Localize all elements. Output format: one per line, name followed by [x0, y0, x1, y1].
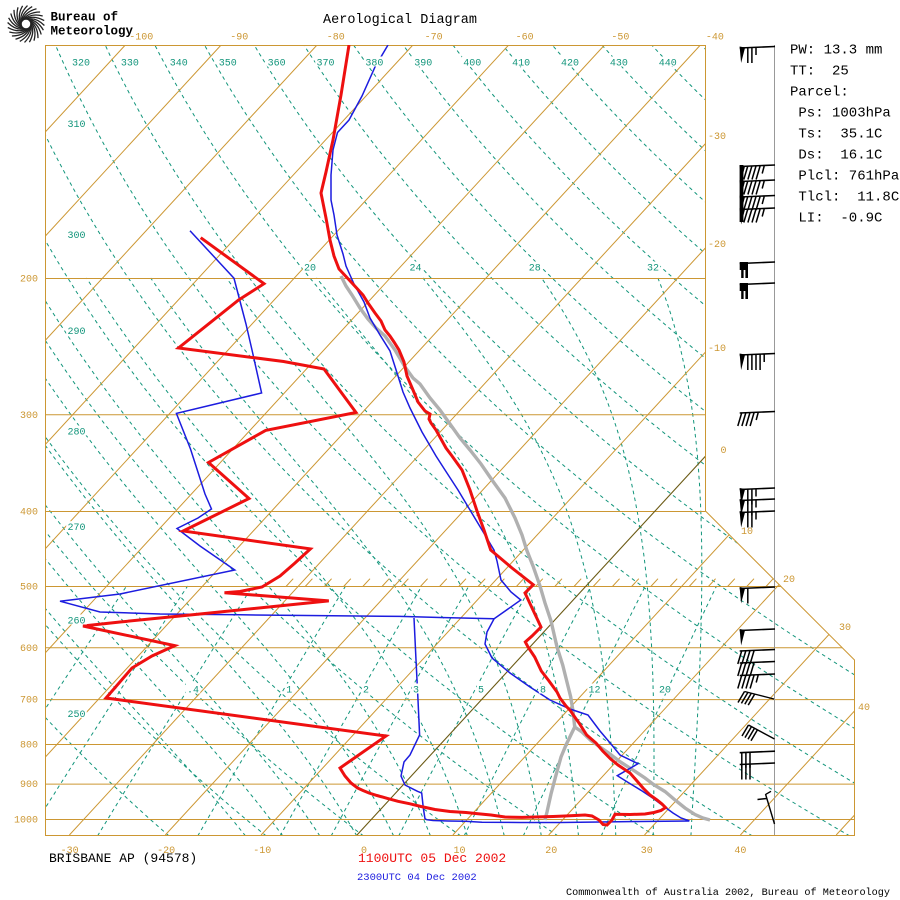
svg-text:1100UTC 05 Dec 2002: 1100UTC 05 Dec 2002 [358, 851, 506, 866]
svg-text:400: 400 [463, 59, 481, 70]
svg-text:600: 600 [20, 644, 38, 655]
svg-text:40: 40 [734, 846, 746, 857]
svg-text:290: 290 [67, 327, 85, 338]
svg-text:-80: -80 [327, 33, 345, 44]
svg-text:12: 12 [588, 686, 600, 697]
svg-text:250: 250 [67, 710, 85, 721]
svg-text:-20: -20 [157, 846, 175, 857]
svg-text:Commonwealth of Australia 2002: Commonwealth of Australia 2002, Bureau o… [566, 887, 890, 899]
svg-text:28: 28 [529, 264, 541, 275]
svg-text:390: 390 [414, 59, 432, 70]
svg-text:-60: -60 [516, 33, 534, 44]
svg-text:900: 900 [20, 780, 38, 791]
svg-text:280: 280 [67, 428, 85, 439]
svg-text:700: 700 [20, 696, 38, 707]
svg-text:1: 1 [286, 686, 292, 697]
svg-text:30: 30 [641, 846, 653, 857]
svg-text:0: 0 [720, 446, 726, 457]
svg-text:20: 20 [783, 575, 795, 586]
svg-text:800: 800 [20, 740, 38, 751]
svg-text:Meteorology: Meteorology [51, 25, 134, 39]
svg-text:8: 8 [540, 686, 546, 697]
svg-text:PW: 13.3 mm: PW: 13.3 mm [790, 43, 882, 59]
svg-text:20: 20 [545, 846, 557, 857]
svg-text:-40: -40 [706, 33, 724, 44]
svg-text:32: 32 [647, 264, 659, 275]
svg-text:Ts: 35.1C: Ts: 35.1C [790, 127, 882, 143]
svg-text:20: 20 [659, 686, 671, 697]
svg-text:10: 10 [453, 846, 465, 857]
svg-text:-100: -100 [129, 33, 153, 44]
svg-text:BRISBANE AP (94578): BRISBANE AP (94578) [49, 851, 197, 866]
svg-text:-30: -30 [708, 132, 726, 143]
svg-text:5: 5 [478, 686, 484, 697]
svg-text:400: 400 [20, 507, 38, 518]
svg-text:370: 370 [316, 59, 334, 70]
svg-text:330: 330 [121, 59, 139, 70]
svg-text:-10: -10 [253, 846, 271, 857]
svg-text:24: 24 [409, 264, 421, 275]
svg-text:2300UTC 04 Dec 2002: 2300UTC 04 Dec 2002 [357, 872, 477, 884]
svg-text:380: 380 [365, 59, 383, 70]
svg-text:1000: 1000 [14, 816, 38, 827]
svg-text:Parcel:: Parcel: [790, 85, 849, 101]
svg-text:Ds: 16.1C: Ds: 16.1C [790, 148, 882, 164]
svg-text:3: 3 [413, 686, 419, 697]
svg-text:Aerological Diagram: Aerological Diagram [323, 13, 477, 28]
svg-text:-20: -20 [708, 240, 726, 251]
svg-text:-90: -90 [230, 33, 248, 44]
svg-text:-10: -10 [708, 344, 726, 355]
svg-text:300: 300 [20, 411, 38, 422]
svg-text:LI: -0.9C: LI: -0.9C [790, 211, 882, 227]
svg-text:350: 350 [219, 59, 237, 70]
svg-text:410: 410 [512, 59, 530, 70]
svg-text:300: 300 [67, 231, 85, 242]
svg-text:10: 10 [741, 527, 753, 538]
svg-text:2: 2 [363, 686, 369, 697]
svg-text:20: 20 [304, 264, 316, 275]
svg-text:40: 40 [858, 703, 870, 714]
svg-text:430: 430 [610, 59, 628, 70]
svg-text:310: 310 [67, 120, 85, 131]
svg-text:0: 0 [361, 846, 367, 857]
svg-text:Ps: 1003hPa: Ps: 1003hPa [790, 106, 891, 122]
svg-text:200: 200 [20, 275, 38, 286]
svg-text:270: 270 [67, 523, 85, 534]
svg-text:Bureau of: Bureau of [51, 11, 119, 25]
svg-text:.4: .4 [187, 686, 199, 697]
svg-text:-50: -50 [611, 33, 629, 44]
svg-text:320: 320 [72, 59, 90, 70]
svg-text:440: 440 [659, 59, 677, 70]
svg-text:500: 500 [20, 583, 38, 594]
svg-text:30: 30 [839, 623, 851, 634]
svg-text:-30: -30 [61, 846, 79, 857]
svg-text:Plcl: 761hPa: Plcl: 761hPa [790, 169, 899, 185]
svg-text:360: 360 [268, 59, 286, 70]
svg-text:TT: 25: TT: 25 [790, 64, 849, 80]
svg-text:340: 340 [170, 59, 188, 70]
svg-text:260: 260 [67, 617, 85, 628]
svg-text:420: 420 [561, 59, 579, 70]
svg-text:Tlcl: 11.8C: Tlcl: 11.8C [790, 190, 899, 206]
svg-text:-70: -70 [425, 33, 443, 44]
